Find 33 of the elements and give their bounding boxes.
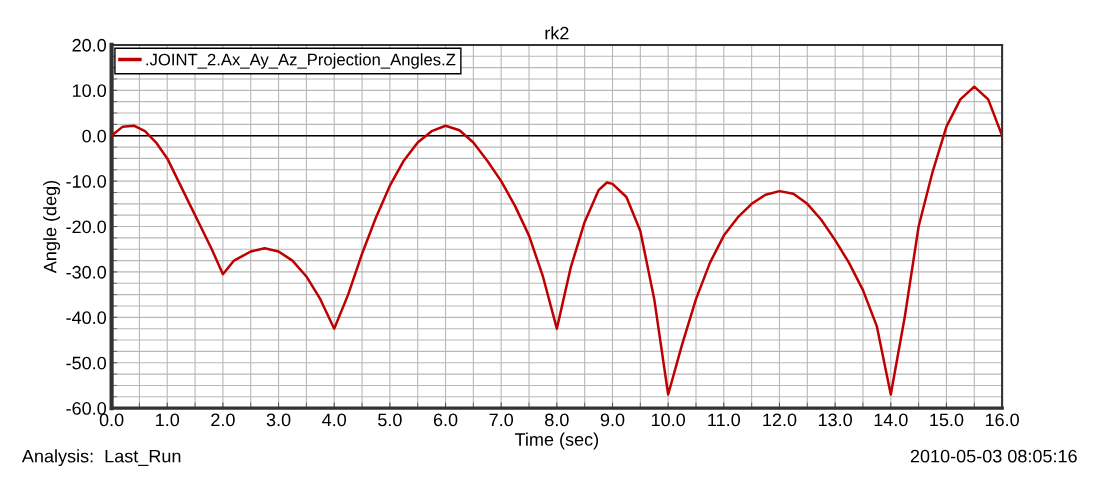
y-tick-label: 0.0 — [82, 129, 107, 143]
x-tick-label: 12.0 — [763, 413, 797, 427]
x-tick-label: 14.0 — [874, 413, 908, 427]
x-tick-label: 13.0 — [818, 413, 852, 427]
x-tick-label: 6.0 — [433, 413, 458, 427]
text: 2010-05-03 08:05:16 — [910, 449, 1077, 463]
x-tick-label: 11.0 — [708, 413, 741, 427]
text: Analysis: Last_Run — [21, 449, 181, 467]
x-tick-label: 15.0 — [930, 413, 964, 427]
y-tick-label: -50.0 — [66, 356, 107, 370]
y-tick-label: 10.0 — [72, 84, 107, 98]
x-tick-label: 1.0 — [156, 413, 180, 427]
x-tick-label: 10.0 — [651, 413, 686, 427]
legend-label: .JOINT_2.Ax_Ay_Az_Projection_Angles.Z — [146, 53, 456, 69]
line-series — [111, 85, 1003, 396]
chart-title: rk2 — [545, 26, 569, 40]
x-axis-title: Time (sec) — [514, 432, 599, 450]
x-tick-label: 16.0 — [985, 413, 1019, 427]
y-tick-label: 20.0 — [72, 38, 107, 52]
y-axis-title: Angle (deg) — [43, 180, 61, 274]
x-tick-label: 7.0 — [489, 413, 514, 427]
x-tick-label: 4.0 — [322, 413, 347, 427]
x-tick-label: 5.0 — [378, 413, 402, 427]
y-tick-label: -20.0 — [66, 220, 107, 234]
y-tick-label: -10.0 — [66, 175, 107, 188]
y-tick-label: -30.0 — [66, 265, 107, 279]
x-tick-label: 0.0 — [99, 413, 124, 427]
y-tick-label: -60.0 — [66, 402, 107, 415]
x-tick-label: 9.0 — [600, 413, 625, 427]
y-tick-label: -40.0 — [66, 311, 107, 325]
x-tick-label: 2.0 — [211, 413, 235, 427]
x-tick-label: 8.0 — [545, 413, 569, 427]
x-tick-label: 3.0 — [266, 413, 291, 427]
